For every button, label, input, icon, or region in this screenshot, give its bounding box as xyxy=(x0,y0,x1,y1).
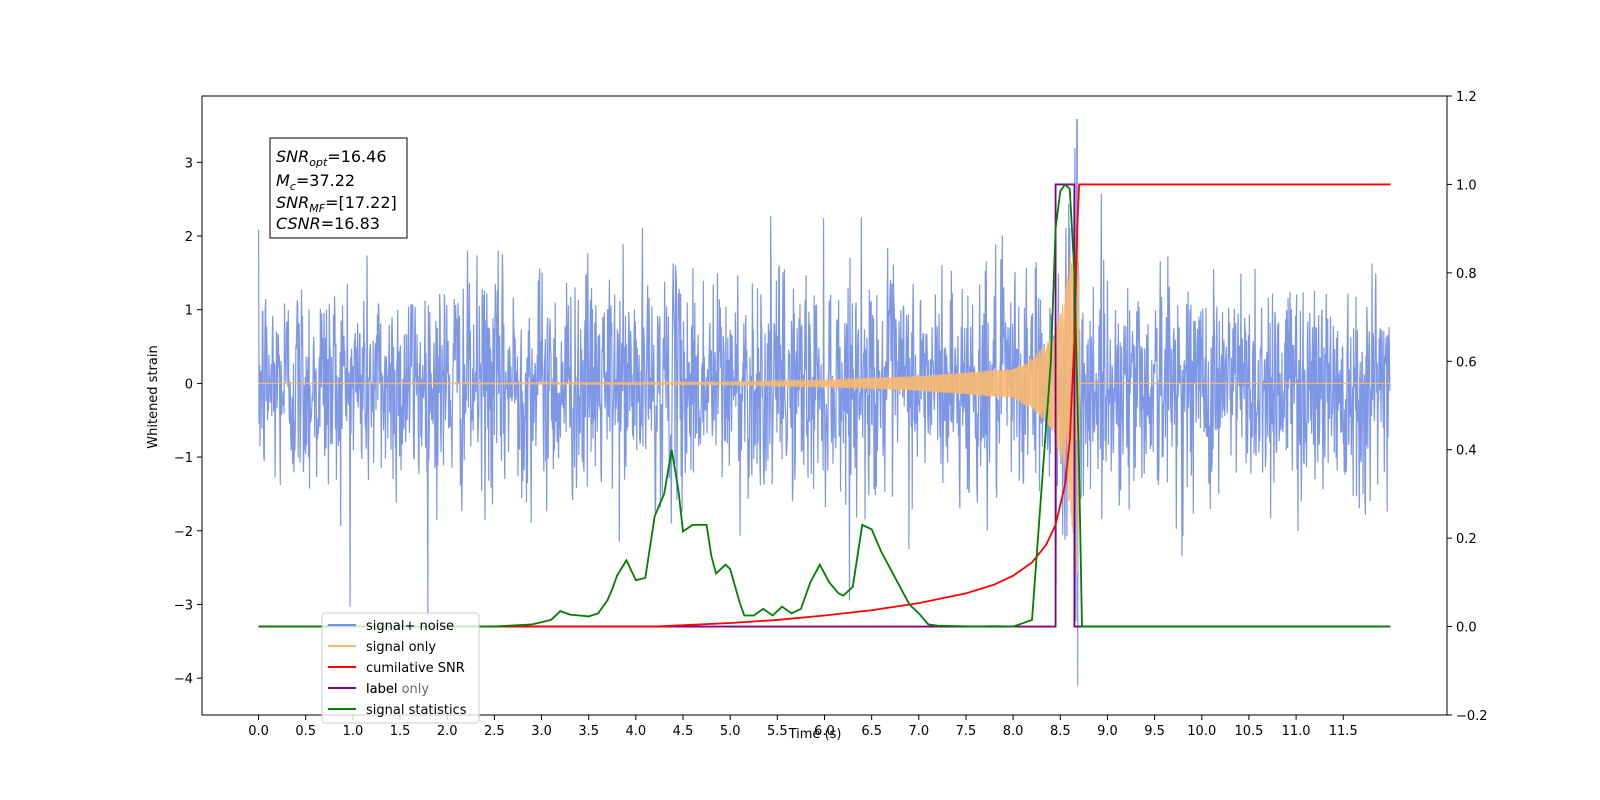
y2-tick-label: 0.4 xyxy=(1456,444,1477,459)
x-tick-label: 1.0 xyxy=(343,724,364,739)
annotation-snr-mf: SNRMF=[17.22] xyxy=(276,193,397,215)
x-axis-ticks: 0.0 0.5 1.0 1.5 2.0 2.5 3.0 3.5 4.0 4.5 5.0 5.5 6.0 6… xyxy=(248,715,1358,739)
y2-tick-label: 0.6 xyxy=(1456,355,1477,370)
y2-tick-label: 0.2 xyxy=(1456,532,1477,547)
legend-label-cumulative-snr: cumilative SNR xyxy=(366,661,465,676)
annotation-snr-opt: SNRopt=16.46 xyxy=(276,147,387,169)
y-tick-label: −3 xyxy=(174,598,193,613)
x-tick-label: 1.5 xyxy=(390,724,411,739)
y2-tick-label: 1.2 xyxy=(1456,90,1477,105)
y-tick-label: 2 xyxy=(185,230,193,245)
series-signal-plus-noise xyxy=(257,118,1391,686)
x-tick-label: 10.0 xyxy=(1187,724,1216,739)
y2-tick-label: −0.2 xyxy=(1456,709,1488,724)
annotation-box: SNRopt=16.46 Mc=37.22 SNRMF=[17.22] CSNR… xyxy=(269,137,408,239)
y2-tick-label: 0.8 xyxy=(1456,267,1477,282)
signal-statistics-line xyxy=(258,183,1391,628)
x-tick-label: 8.0 xyxy=(1003,724,1024,739)
cumulative-snr-line xyxy=(258,183,1391,628)
y-tick-label: −2 xyxy=(174,525,193,540)
y-axis-ticks: 3 2 1 0 −1 −2 −3 −4 xyxy=(174,156,202,687)
y-tick-label: −1 xyxy=(174,451,193,466)
x-tick-label: 3.0 xyxy=(531,724,552,739)
x-tick-label: 10.5 xyxy=(1234,724,1263,739)
y-tick-label: −4 xyxy=(174,672,193,687)
annotation-csnr: CSNR=16.83 xyxy=(276,214,380,233)
signal-plus-noise-line xyxy=(257,118,1391,686)
legend-label-signal-statistics: signal statistics xyxy=(366,703,467,718)
x-tick-label: 4.5 xyxy=(673,724,694,739)
x-tick-label: 2.5 xyxy=(484,724,505,739)
legend-label-signal-plus-noise: signal+ noise xyxy=(366,619,454,634)
y-tick-label: 3 xyxy=(185,156,193,171)
legend-label-hidden-label-only: label only xyxy=(366,682,429,697)
x-axis-label: Time (s) xyxy=(788,727,842,742)
y2-tick-label: 0.0 xyxy=(1456,621,1477,636)
y-tick-label: 1 xyxy=(185,304,193,319)
x-tick-label: 2.0 xyxy=(437,724,458,739)
x-tick-label: 11.0 xyxy=(1282,724,1311,739)
x-tick-label: 4.0 xyxy=(626,724,647,739)
x-tick-label: 6.5 xyxy=(861,724,882,739)
x-tick-label: 6.0 xyxy=(814,724,835,739)
x-tick-label: 3.5 xyxy=(578,724,599,739)
x-tick-label: 0.5 xyxy=(295,724,316,739)
x-tick-label: 8.5 xyxy=(1050,724,1071,739)
x-tick-label: 0.0 xyxy=(248,724,269,739)
y2-axis-ticks: 1.2 1.0 0.8 0.6 0.4 0.2 0.0 −0.2 xyxy=(1447,90,1488,724)
y-axis-label: Whitened strain xyxy=(146,345,161,448)
legend-label-label: label xyxy=(366,682,397,697)
x-tick-label: 5.5 xyxy=(767,724,788,739)
x-tick-label: 7.5 xyxy=(956,724,977,739)
x-tick-label: 5.0 xyxy=(720,724,741,739)
y-tick-label: 0 xyxy=(185,377,193,392)
legend-label-signal-only: signal only xyxy=(366,640,436,655)
annotation-mc: Mc=37.22 xyxy=(276,171,355,193)
x-tick-label: 11.5 xyxy=(1329,724,1358,739)
signal-only-line xyxy=(258,210,1391,573)
legend: signal+ noise signal only cumilative SNR… xyxy=(321,612,480,724)
x-tick-label: 7.0 xyxy=(908,724,929,739)
y2-tick-label: 1.0 xyxy=(1456,178,1477,193)
x-tick-label: 9.0 xyxy=(1097,724,1118,739)
series-signal-only xyxy=(258,210,1391,573)
x-tick-label: 9.5 xyxy=(1144,724,1165,739)
right-axis-series xyxy=(258,183,1391,628)
